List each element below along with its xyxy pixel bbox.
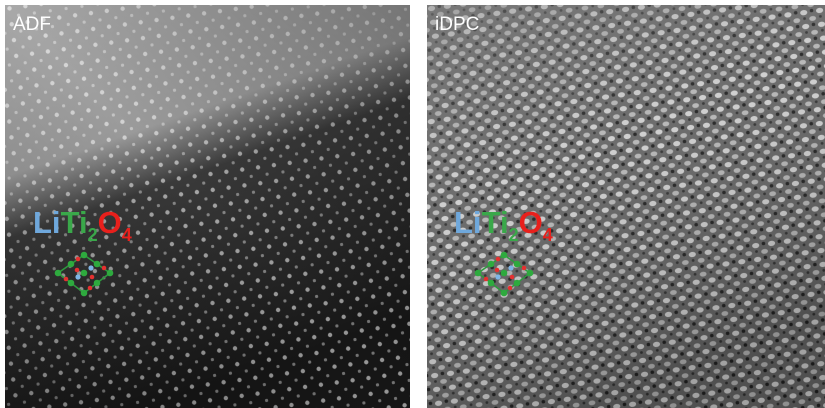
formula-ti: Ti [61,205,88,240]
figure: ADF LiTi2O4 iDPC LiTi2O4 [0,0,825,408]
formula-ti-sub: 2 [88,225,98,245]
formula-ti: Ti [482,205,509,240]
panel-label: iDPC [435,14,479,35]
formula-ti-sub: 2 [509,225,519,245]
formula-o: O [519,205,543,240]
formula: LiTi2O4 [33,205,132,245]
panel-label: ADF [13,14,51,35]
adf-panel: ADF LiTi2O4 [5,5,410,408]
formula: LiTi2O4 [454,205,553,245]
formula-o: O [98,205,122,240]
formula-o-sub: 4 [122,225,132,245]
idpc-panel: iDPC LiTi2O4 [427,5,825,408]
formula-li: Li [33,205,61,240]
formula-li: Li [454,205,482,240]
formula-o-sub: 4 [543,225,553,245]
